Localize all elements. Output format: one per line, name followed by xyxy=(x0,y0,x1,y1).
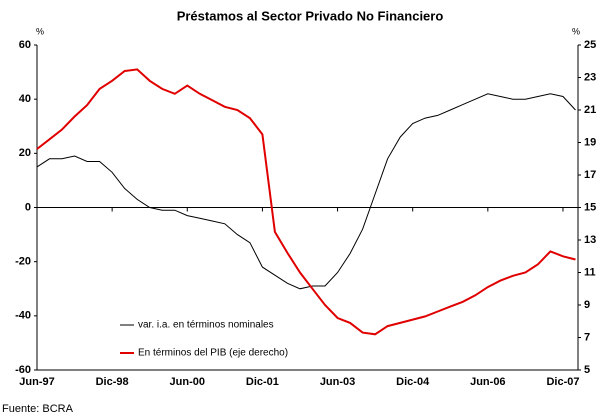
y2-axis-label: % xyxy=(572,26,580,36)
y2-tick-label: 15 xyxy=(584,201,596,213)
x-tick-label: Dic-98 xyxy=(96,376,129,388)
y2-tick-label: 11 xyxy=(584,266,596,278)
y2-tick-label: 17 xyxy=(584,169,596,181)
y2-tick-label: 21 xyxy=(584,104,596,116)
x-tick-label: Dic-07 xyxy=(546,376,579,388)
x-tick-label: Dic-01 xyxy=(246,376,279,388)
y-tick-label: -40 xyxy=(15,310,31,322)
legend-label: En términos del PIB (eje derecho) xyxy=(138,348,288,359)
source: Fuente: BCRA xyxy=(2,403,74,415)
x-tick-label: Jun-97 xyxy=(19,376,54,388)
y-tick-label: 40 xyxy=(19,93,31,105)
y-axis-label: % xyxy=(36,26,44,36)
legend-label: var. i.a. en términos nominales xyxy=(138,320,274,331)
series-line xyxy=(36,68,576,336)
chart-title: Préstamos al Sector Privado No Financier… xyxy=(177,8,444,23)
y-tick-label: 20 xyxy=(19,147,31,159)
y-tick-label: 0 xyxy=(25,201,31,213)
x-tick-label: Jun-00 xyxy=(170,376,205,388)
y2-tick-label: 25 xyxy=(584,39,596,51)
y-tick-label: 60 xyxy=(19,39,31,51)
y2-tick-label: 13 xyxy=(584,234,596,246)
x-tick-label: Jun-03 xyxy=(320,376,355,388)
x-tick-label: Jun-06 xyxy=(470,376,505,388)
y2-tick-label: 7 xyxy=(584,331,590,343)
series-line xyxy=(36,93,576,290)
y2-tick-label: 23 xyxy=(584,71,596,83)
y2-tick-label: 19 xyxy=(584,136,596,148)
y2-tick-label: 9 xyxy=(584,299,590,311)
y-tick-label: -60 xyxy=(15,364,31,376)
y-tick-label: -20 xyxy=(15,256,31,268)
y2-tick-label: 5 xyxy=(584,364,590,376)
x-tick-label: Dic-04 xyxy=(396,376,430,388)
